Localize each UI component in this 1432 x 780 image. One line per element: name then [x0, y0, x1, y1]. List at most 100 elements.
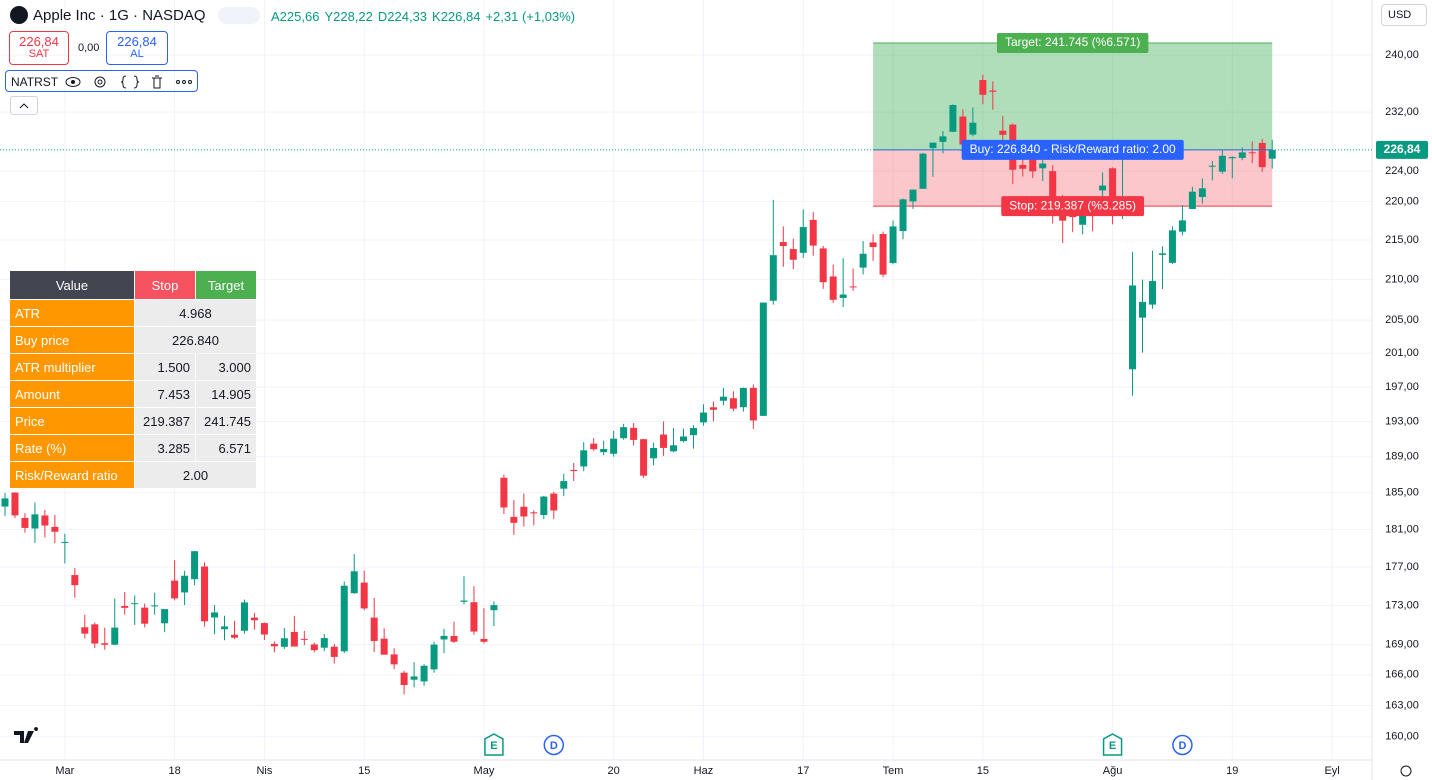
candle-body: [739, 387, 747, 408]
open: A225,66: [271, 9, 320, 24]
symbol-title[interactable]: Apple Inc · 1G · NASDAQ: [33, 7, 206, 24]
table-cell: 226.840: [135, 327, 256, 353]
candle-body: [161, 609, 169, 624]
table-cell: 3.285: [135, 435, 195, 461]
candle-body: [470, 602, 478, 632]
y-tick-label: 220,00: [1385, 195, 1419, 207]
event-label: D: [1178, 740, 1186, 752]
currency-select[interactable]: USD: [1381, 4, 1427, 26]
candle-body: [430, 644, 438, 670]
last-price-box: [1376, 140, 1428, 159]
candle-body: [680, 436, 688, 442]
candle-body: [899, 199, 907, 232]
candle-body: [1268, 149, 1276, 159]
candle-body: [1129, 285, 1137, 370]
x-tick-label: Mar: [55, 765, 74, 777]
event-label: D: [550, 740, 558, 752]
candle-body: [450, 635, 458, 642]
table-cell: 241.745: [196, 408, 256, 434]
y-tick-label: 232,00: [1385, 106, 1419, 118]
table-cell: Buy price: [10, 327, 134, 353]
candle-body: [719, 396, 727, 401]
candle-body: [211, 612, 219, 618]
table-cell: 3.000: [196, 354, 256, 380]
y-tick-label: 173,00: [1385, 599, 1419, 611]
buy-label: AL: [130, 48, 144, 60]
x-tick-label: 15: [358, 765, 370, 777]
candle-body: [71, 575, 79, 586]
candle-body: [769, 255, 777, 301]
stop-label: Stop: 219.387 (%3.285): [1001, 196, 1145, 217]
candle-body: [380, 638, 388, 655]
dividend-marker: [543, 734, 565, 756]
candle-body: [999, 130, 1007, 135]
candle-body: [959, 116, 967, 145]
candle-body: [1258, 142, 1266, 168]
candle-body: [540, 496, 548, 515]
candle-body: [221, 626, 229, 630]
candle-body: [250, 617, 258, 621]
earnings-marker: [1102, 733, 1123, 756]
candle-body: [590, 443, 598, 450]
candle-body: [610, 438, 618, 454]
candle-body: [260, 623, 268, 635]
candle-body: [360, 582, 368, 609]
candle-body: [550, 493, 558, 511]
buy-button[interactable]: 226,84 AL: [106, 31, 168, 65]
status-pill[interactable]: [218, 7, 260, 24]
table-cell: Rate (%): [10, 435, 134, 461]
candle-body: [121, 605, 129, 608]
candle-body: [670, 445, 678, 452]
y-tick-label: 240,00: [1385, 49, 1419, 61]
entry-label-box: [961, 139, 1184, 160]
candle-body: [709, 407, 717, 410]
candle-body: [290, 631, 298, 647]
collapse-button[interactable]: [10, 96, 38, 115]
candle-body: [1039, 163, 1047, 169]
candle-body: [1019, 164, 1027, 169]
candle-body: [889, 226, 897, 263]
table-row: Risk/Reward ratio 2.00: [10, 462, 256, 488]
candle-body: [1238, 152, 1246, 158]
y-tick-label: 197,00: [1385, 381, 1419, 393]
entry-label: Buy: 226.840 - Risk/Reward ratio: 2.00: [961, 139, 1184, 160]
table-row: ATR 4.968: [10, 300, 256, 326]
tv-logo: [14, 727, 39, 743]
candle-body: [11, 492, 19, 516]
candle-body: [580, 450, 588, 467]
indicator-row[interactable]: NATRST: [5, 70, 198, 92]
candle-body: [41, 515, 49, 526]
candle-body: [939, 136, 947, 142]
table-cell: ATR: [10, 300, 134, 326]
candle-body: [1158, 253, 1166, 255]
x-tick-label: 20: [608, 765, 620, 777]
table-row: Rate (%) 3.285 6.571: [10, 435, 256, 461]
candle-body: [640, 439, 648, 476]
candle-body: [1049, 171, 1057, 213]
candle-body: [141, 607, 149, 624]
event-label: E: [1109, 740, 1116, 752]
sell-button[interactable]: 226,84 SAT: [9, 31, 69, 65]
candle-body: [1178, 220, 1186, 232]
candle-body: [1188, 191, 1196, 209]
candle-body: [749, 387, 757, 421]
candle-body: [1029, 148, 1037, 172]
table-cell: 219.387: [135, 408, 195, 434]
high: Y228,22: [324, 9, 373, 24]
indicator-icons[interactable]: [64, 73, 194, 91]
candle-body: [699, 412, 707, 423]
candle-body: [759, 302, 767, 416]
buy-price: 226,84: [117, 34, 157, 49]
y-tick-label: 205,00: [1385, 314, 1419, 326]
candle-body: [1218, 155, 1226, 172]
candle-body: [799, 227, 807, 253]
candle-body: [1148, 281, 1156, 305]
candle-body: [919, 153, 927, 189]
target-zone: [873, 42, 1273, 150]
candle-body: [1228, 156, 1236, 159]
sell-price: 226,84: [19, 34, 59, 49]
candle-body: [979, 79, 987, 95]
candle-body: [420, 665, 428, 682]
y-tick-label: 215,00: [1385, 234, 1419, 246]
candle-body: [350, 571, 358, 594]
